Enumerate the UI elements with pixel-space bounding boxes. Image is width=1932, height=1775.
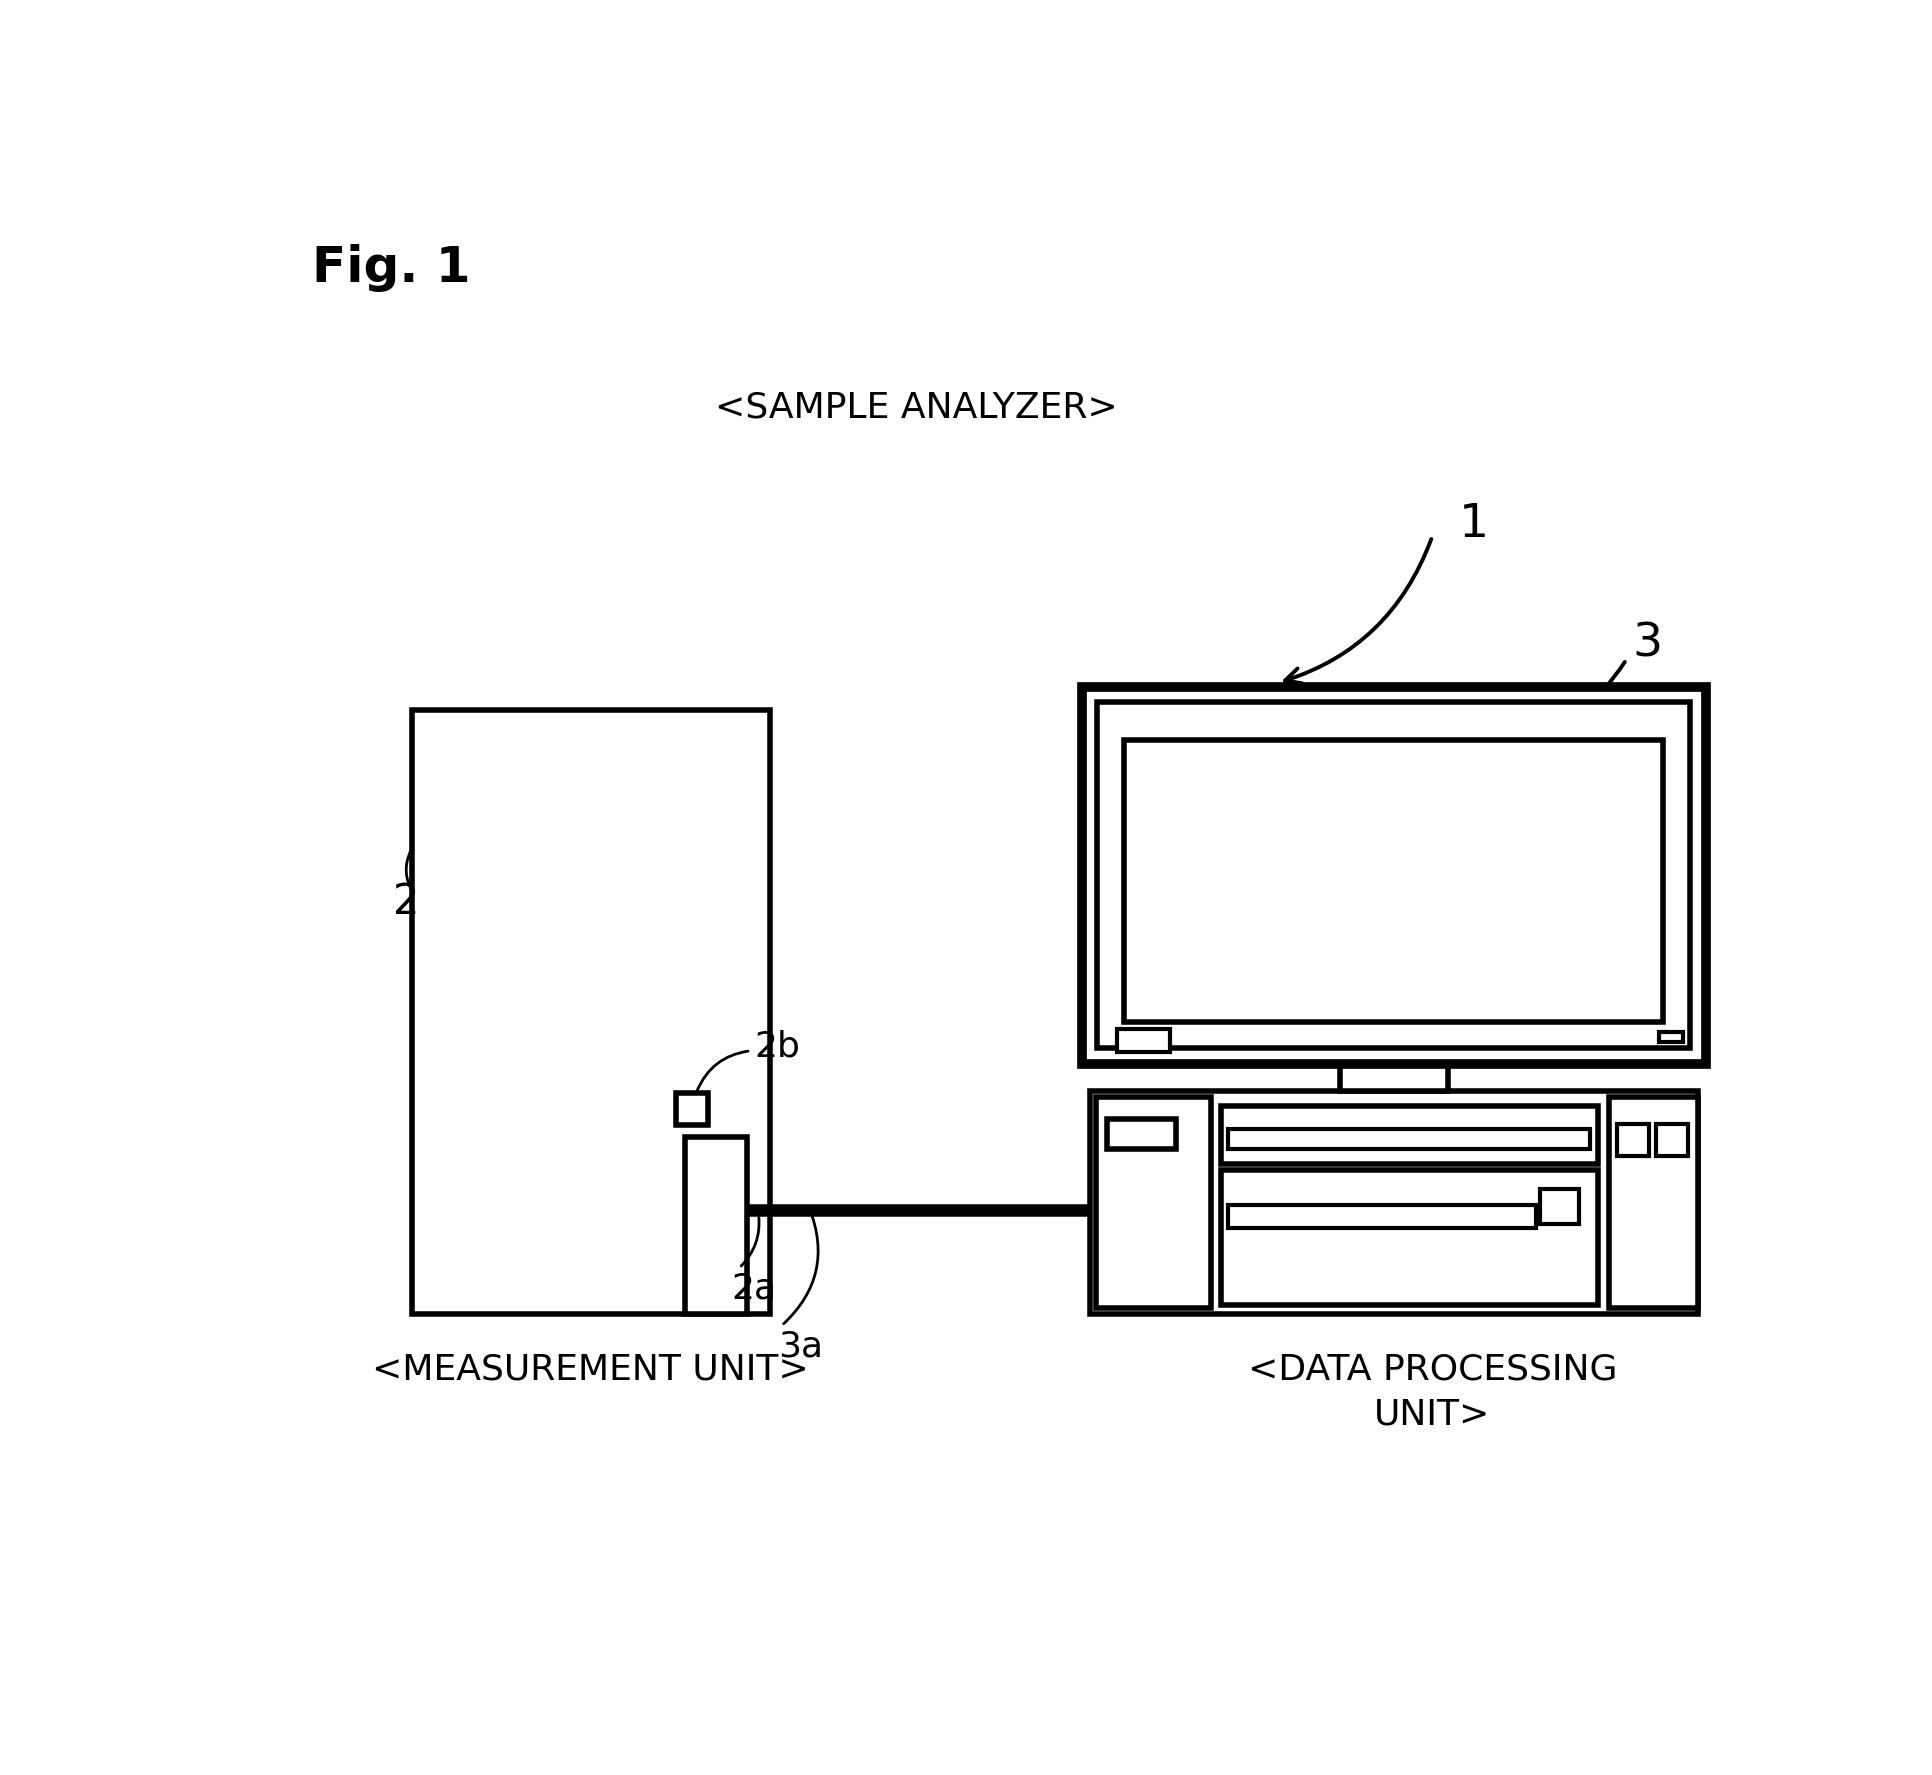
Bar	[1082, 687, 1704, 1063]
Text: <SAMPLE ANALYZER>: <SAMPLE ANALYZER>	[715, 390, 1117, 424]
Bar	[1097, 701, 1689, 1049]
Bar	[1658, 1031, 1681, 1042]
Text: 2: 2	[392, 880, 419, 923]
Bar	[1090, 1092, 1696, 1314]
Bar	[1117, 1030, 1171, 1053]
Bar	[1540, 1189, 1578, 1225]
Text: <DATA PROCESSING
UNIT>: <DATA PROCESSING UNIT>	[1246, 1353, 1617, 1431]
Bar	[1617, 1124, 1648, 1156]
Text: 3a: 3a	[777, 1329, 823, 1363]
Bar	[1654, 1124, 1687, 1156]
Bar	[1339, 1063, 1447, 1092]
Text: <MEASUREMENT UNIT>: <MEASUREMENT UNIT>	[373, 1353, 810, 1386]
Bar	[1105, 1120, 1175, 1148]
Bar	[1219, 1170, 1598, 1305]
FancyArrowPatch shape	[1515, 662, 1625, 746]
Bar	[676, 1093, 709, 1125]
Bar	[1095, 1097, 1211, 1308]
Bar	[1219, 1106, 1598, 1164]
Text: 2a: 2a	[730, 1271, 777, 1306]
FancyArrowPatch shape	[1285, 540, 1430, 683]
Bar	[1124, 740, 1662, 1021]
Bar	[1227, 1205, 1536, 1228]
Text: 2b: 2b	[753, 1030, 800, 1063]
Bar	[412, 710, 769, 1314]
Bar	[1227, 1129, 1590, 1148]
Text: 3: 3	[1633, 621, 1662, 667]
Bar	[1609, 1097, 1696, 1308]
Text: 1: 1	[1459, 502, 1488, 547]
Text: Fig. 1: Fig. 1	[311, 243, 469, 291]
Bar	[686, 1138, 746, 1314]
